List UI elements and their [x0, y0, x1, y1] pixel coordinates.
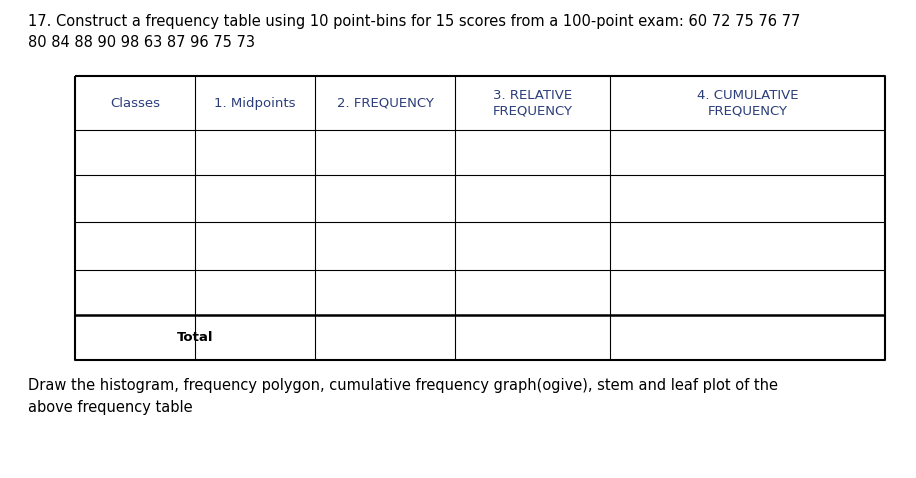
Text: above frequency table: above frequency table: [28, 400, 192, 415]
Text: 4. CUMULATIVE
FREQUENCY: 4. CUMULATIVE FREQUENCY: [697, 89, 798, 117]
Text: Draw the histogram, frequency polygon, cumulative frequency graph(ogive), stem a: Draw the histogram, frequency polygon, c…: [28, 378, 778, 393]
Text: 80 84 88 90 98 63 87 96 75 73: 80 84 88 90 98 63 87 96 75 73: [28, 35, 255, 50]
Text: 1. Midpoints: 1. Midpoints: [214, 97, 296, 109]
Text: 2. FREQUENCY: 2. FREQUENCY: [336, 97, 433, 109]
Text: 17. Construct a frequency table using 10 point-bins for 15 scores from a 100-poi: 17. Construct a frequency table using 10…: [28, 14, 801, 29]
Text: Total: Total: [177, 331, 213, 344]
Text: Classes: Classes: [110, 97, 160, 109]
Text: 3. RELATIVE
FREQUENCY: 3. RELATIVE FREQUENCY: [493, 89, 572, 117]
